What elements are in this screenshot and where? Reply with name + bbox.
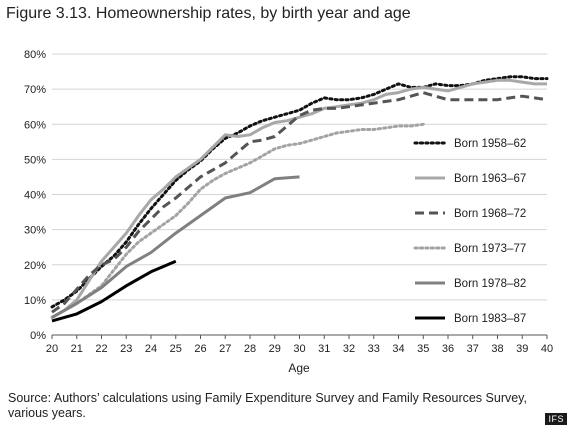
legend-label: Born 1963–67 [454,173,526,185]
series-line-1973-77 [50,122,425,319]
legend-label: Born 1978–82 [454,278,526,290]
y-tick-labels: 0% 10% 20% 30% 40% 50% 60% 70% 80% [24,49,46,342]
series-line-1968-72 [51,91,548,314]
y-tick-label: 0% [30,330,46,342]
y-tick-label: 50% [24,154,46,166]
x-axis-label: Age [288,361,310,375]
x-tick-label: 30 [293,343,305,355]
x-tick-label: 28 [244,343,256,355]
x-tick-label: 33 [368,343,380,355]
series-line-1978-82 [51,175,300,319]
x-tick-label: 26 [194,343,206,355]
ifs-watermark: IFS [545,413,567,425]
x-tick-label: 22 [95,343,107,355]
gridlines [52,53,547,301]
series-line-1963-67 [51,78,547,319]
x-tick-labels: 20 21 22 23 24 25 26 27 28 29 30 31 32 33 34 35 36 37 38 39… [46,343,553,355]
y-tick-label: 60% [24,119,46,131]
x-tick-label: 29 [269,343,281,355]
y-tick-label: 20% [24,260,46,272]
x-tick-label: 31 [318,343,330,355]
legend-label: Born 1958–62 [454,138,526,150]
x-tick-label: 35 [417,343,429,355]
x-tick-label: 25 [170,343,182,355]
x-tick-label: 38 [491,343,503,355]
y-tick-label: 40% [24,190,46,202]
y-tick-label: 30% [24,225,46,237]
x-tick-label: 40 [541,343,553,355]
x-tick-label: 27 [219,343,231,355]
x-tick-label: 39 [516,343,528,355]
y-tick-label: 10% [24,295,46,307]
series-line-1983-87 [51,259,177,323]
legend-label: Born 1973–77 [454,243,526,255]
x-tick-label: 20 [46,343,58,355]
line-chart: 0%10%20%30%40%50%60%70%80% 20 21 22 23 24 25 2… [24,49,553,375]
x-tick-label: 36 [442,343,454,355]
x-tick-label: 21 [71,343,83,355]
x-tick-label: 37 [467,343,479,355]
chart-title: Figure 3.13. Homeownership rates, by bir… [6,5,411,22]
series-line-1958-62 [50,75,549,309]
x-tick-label: 32 [343,343,355,355]
y-tick-label: 70% [24,84,46,96]
legend-label: Born 1968–72 [454,208,526,220]
source-note: Source: Authors’ calculations using Fami… [8,391,527,420]
x-tick-label: 34 [392,343,404,355]
x-tick-label: 24 [145,343,157,355]
legend: Born 1958–62 Born 1963–67 Born 1968–72 Born… [413,138,526,325]
x-tick-label: 23 [120,343,132,355]
axes [51,334,548,339]
series-lines [50,75,549,323]
y-tick-label: 80% [24,49,46,61]
legend-label: Born 1983–87 [454,313,526,325]
